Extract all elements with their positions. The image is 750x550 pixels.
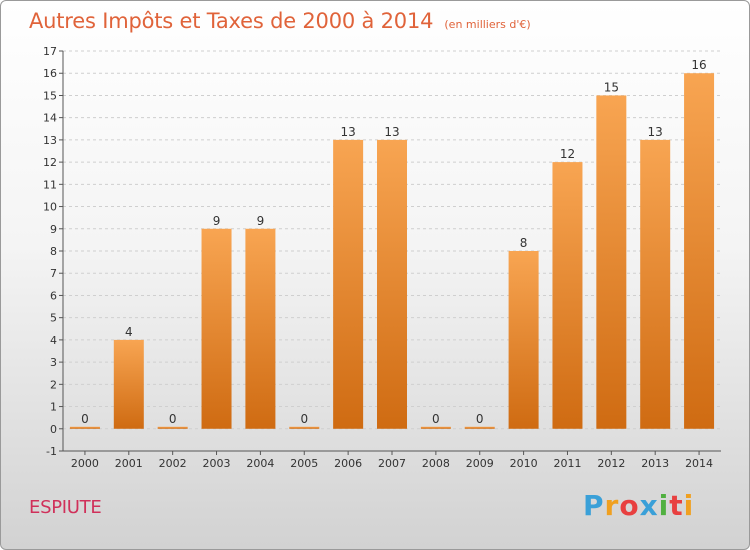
y-tick-label: 4 [50, 334, 57, 347]
data-label: 13 [340, 125, 355, 139]
bar [245, 228, 276, 429]
x-tick-label: 2011 [553, 457, 581, 470]
data-label: 15 [604, 80, 619, 94]
bar [201, 228, 232, 429]
axes [59, 50, 721, 455]
data-label: 0 [476, 412, 484, 426]
data-label: 0 [300, 412, 308, 426]
x-tick-label: 2013 [641, 457, 669, 470]
bar [508, 251, 539, 429]
bar [684, 73, 715, 429]
data-label: 0 [432, 412, 440, 426]
y-tick-label: 17 [43, 45, 57, 58]
x-tick-label: 2012 [597, 457, 625, 470]
chart-title: Autres Impôts et Taxes de 2000 à 2014 [29, 9, 434, 33]
x-tick-label: 2003 [203, 457, 231, 470]
data-label: 13 [384, 125, 399, 139]
logo-letter: r [604, 489, 620, 522]
bar [377, 139, 407, 429]
y-tick-label: 10 [43, 201, 57, 214]
y-tick-label: 9 [50, 223, 57, 236]
x-tick-label: 2006 [334, 457, 362, 470]
y-tick-label: 16 [43, 67, 57, 80]
logo-letter: o [619, 489, 640, 522]
data-label: 8 [520, 236, 528, 250]
bar [157, 426, 188, 429]
proxiti-logo: Proxiti [583, 489, 694, 522]
x-tick-label: 2004 [246, 457, 274, 470]
y-tick-label: 14 [43, 112, 57, 125]
chart-title-block: Autres Impôts et Taxes de 2000 à 2014 (e… [29, 9, 531, 33]
bar [333, 139, 364, 429]
x-tick-label: 2014 [685, 457, 713, 470]
data-label: 16 [691, 58, 706, 72]
x-tick-label: 2008 [422, 457, 450, 470]
data-label: 9 [213, 214, 221, 228]
bar [69, 426, 100, 429]
data-label: 0 [81, 412, 89, 426]
bar [113, 339, 144, 429]
y-tick-label: 6 [50, 289, 57, 302]
logo-letter: x [639, 489, 659, 522]
y-tick-label: 8 [50, 245, 57, 258]
logo-letter: P [583, 489, 605, 522]
y-tick-label: 2 [50, 378, 57, 391]
data-label: 0 [169, 412, 177, 426]
y-tick-label: 5 [50, 312, 57, 325]
logo-letter: i [658, 489, 670, 522]
y-tick-label: 1 [50, 401, 57, 414]
bar [596, 95, 627, 429]
y-tick-label: 12 [43, 156, 57, 169]
bar [289, 426, 320, 429]
bars [69, 73, 715, 429]
x-tick-label: 2002 [159, 457, 187, 470]
bar [640, 139, 671, 429]
x-tick-label: 2001 [115, 457, 143, 470]
x-tick-label: 2010 [510, 457, 538, 470]
y-tick-label: 11 [43, 178, 57, 191]
y-tick-label: -1 [46, 445, 57, 458]
y-tick-label: 3 [50, 356, 57, 369]
data-label: 4 [125, 325, 133, 339]
chart-subtitle: (en milliers d'€) [444, 18, 531, 31]
bar [420, 426, 451, 429]
data-label: 13 [648, 125, 663, 139]
x-tick-label: 2000 [71, 457, 99, 470]
x-tick-label: 2007 [378, 457, 406, 470]
y-tick-label: 13 [43, 134, 57, 147]
logo-letter: i [683, 489, 695, 522]
bar [552, 162, 583, 429]
x-tick-label: 2005 [290, 457, 318, 470]
y-tick-label: 15 [43, 89, 57, 102]
y-tick-label: 7 [50, 267, 57, 280]
logo-letter: t [669, 489, 684, 522]
bar [464, 426, 495, 429]
labels: -101234567891011121314151617020004200102… [43, 45, 713, 470]
commune-name: ESPIUTE [29, 497, 102, 518]
data-label: 12 [560, 147, 575, 161]
y-tick-label: 0 [50, 423, 57, 436]
x-tick-label: 2009 [466, 457, 494, 470]
data-label: 9 [257, 214, 265, 228]
